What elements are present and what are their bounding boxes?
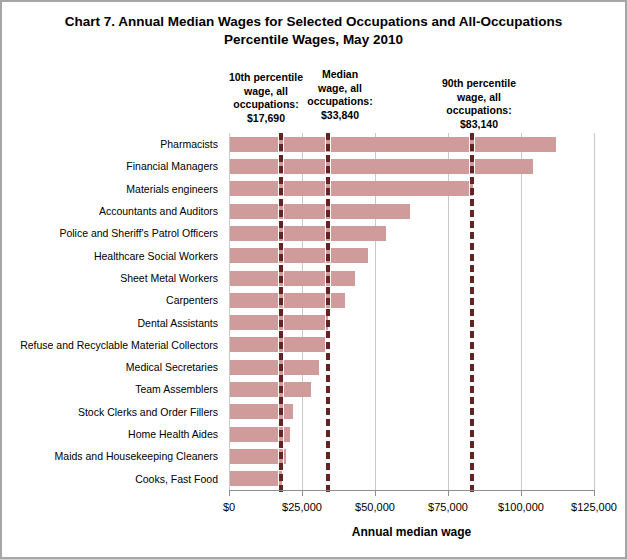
bar (230, 204, 410, 219)
chart-title: Chart 7. Annual Median Wages for Selecte… (2, 13, 625, 49)
gridline (521, 133, 522, 490)
x-tick-label: $50,000 (355, 501, 395, 513)
category-label: Stock Clerks and Order Fillers (2, 401, 218, 423)
category-label: Refuse and Recyclable Material Collector… (2, 334, 218, 356)
reference-line (325, 133, 331, 494)
category-label: Team Assemblers (2, 378, 218, 400)
bar (230, 159, 533, 174)
x-axis-title: Annual median wage (229, 525, 594, 539)
chart-title-line1: Chart 7. Annual Median Wages for Selecte… (2, 13, 625, 31)
chart-title-line2: Percentile Wages, May 2010 (2, 31, 625, 49)
reference-line (278, 133, 284, 494)
category-label: Sheet Metal Workers (2, 267, 218, 289)
reference-annotation-line: Median (265, 68, 415, 82)
gridline (594, 133, 595, 490)
reference-annotation-line: $33,840 (265, 109, 415, 123)
x-tick-label: $125,000 (571, 501, 617, 513)
reference-annotation: 90th percentilewage, alloccupations:$83,… (404, 77, 554, 131)
bar (230, 226, 386, 241)
reference-annotation-line: wage, all (265, 82, 415, 96)
reference-annotation-line: occupations: (404, 104, 554, 118)
category-label: Cooks, Fast Food (2, 468, 218, 490)
bar (230, 360, 319, 375)
x-tick-label: $75,000 (428, 501, 468, 513)
bar (230, 248, 368, 263)
category-label: Materials engineers (2, 178, 218, 200)
reference-annotation: Medianwage, alloccupations:$33,840 (265, 68, 415, 122)
category-label: Carpenters (2, 289, 218, 311)
category-label: Home Health Aides (2, 423, 218, 445)
bar (230, 181, 473, 196)
category-label: Accountants and Auditors (2, 200, 218, 222)
chart-container: Chart 7. Annual Median Wages for Selecte… (0, 0, 627, 559)
reference-line (469, 133, 475, 494)
reference-annotation-line: occupations: (265, 95, 415, 109)
x-tick-label: $25,000 (282, 501, 322, 513)
category-label: Police and Sheriff's Patrol Officers (2, 222, 218, 244)
bar (230, 404, 293, 419)
reference-annotation-line: $83,140 (404, 118, 554, 132)
bar (230, 271, 355, 286)
category-label: Medical Secretaries (2, 356, 218, 378)
reference-annotation-line: wage, all (404, 91, 554, 105)
category-label: Financial Managers (2, 155, 218, 177)
x-axis-line (229, 490, 595, 491)
bar (230, 382, 311, 397)
category-label: Pharmacists (2, 133, 218, 155)
bar (230, 471, 282, 486)
x-tick-label: $100,000 (498, 501, 544, 513)
category-label: Maids and Housekeeping Cleaners (2, 445, 218, 467)
reference-annotation-line: 90th percentile (404, 77, 554, 91)
category-label: Dental Assistants (2, 312, 218, 334)
category-label: Healthcare Social Workers (2, 245, 218, 267)
x-tick-label: $0 (223, 501, 235, 513)
